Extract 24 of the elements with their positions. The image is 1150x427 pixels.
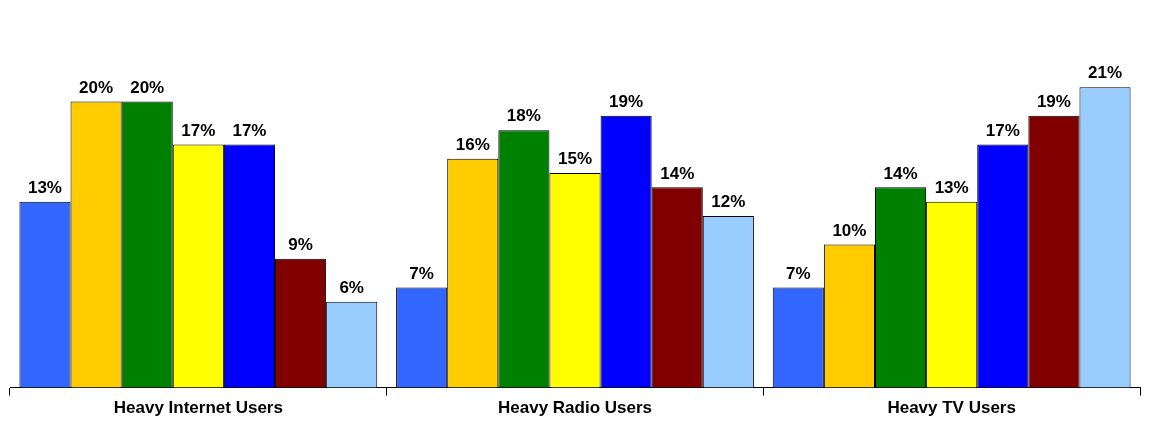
data-label: 16% xyxy=(455,134,490,154)
data-label: 14% xyxy=(660,163,695,183)
data-label: 9% xyxy=(288,235,313,255)
x-tick-label: Heavy Internet Users xyxy=(113,398,283,418)
data-label: 17% xyxy=(181,120,216,140)
data-label: 13% xyxy=(934,177,969,197)
data-label: 7% xyxy=(786,263,811,283)
data-label: 20% xyxy=(130,77,165,97)
data-label: 19% xyxy=(1036,92,1071,112)
data-label: 20% xyxy=(79,77,114,97)
data-label: 18% xyxy=(506,106,541,126)
data-label: 15% xyxy=(557,149,593,169)
x-tick-label: Heavy Radio Users xyxy=(497,398,653,418)
data-label: 14% xyxy=(883,163,918,183)
data-label: 7% xyxy=(409,263,434,283)
data-label: 6% xyxy=(339,277,364,297)
data-label: 13% xyxy=(27,177,62,197)
data-label: 19% xyxy=(609,92,644,112)
data-label: 10% xyxy=(832,220,867,240)
data-label: 21% xyxy=(1088,63,1123,83)
data-label: 12% xyxy=(711,192,746,212)
data-label: 17% xyxy=(232,120,267,140)
x-tick-label: Heavy TV Users xyxy=(887,398,1016,418)
data-label: 17% xyxy=(985,120,1020,140)
